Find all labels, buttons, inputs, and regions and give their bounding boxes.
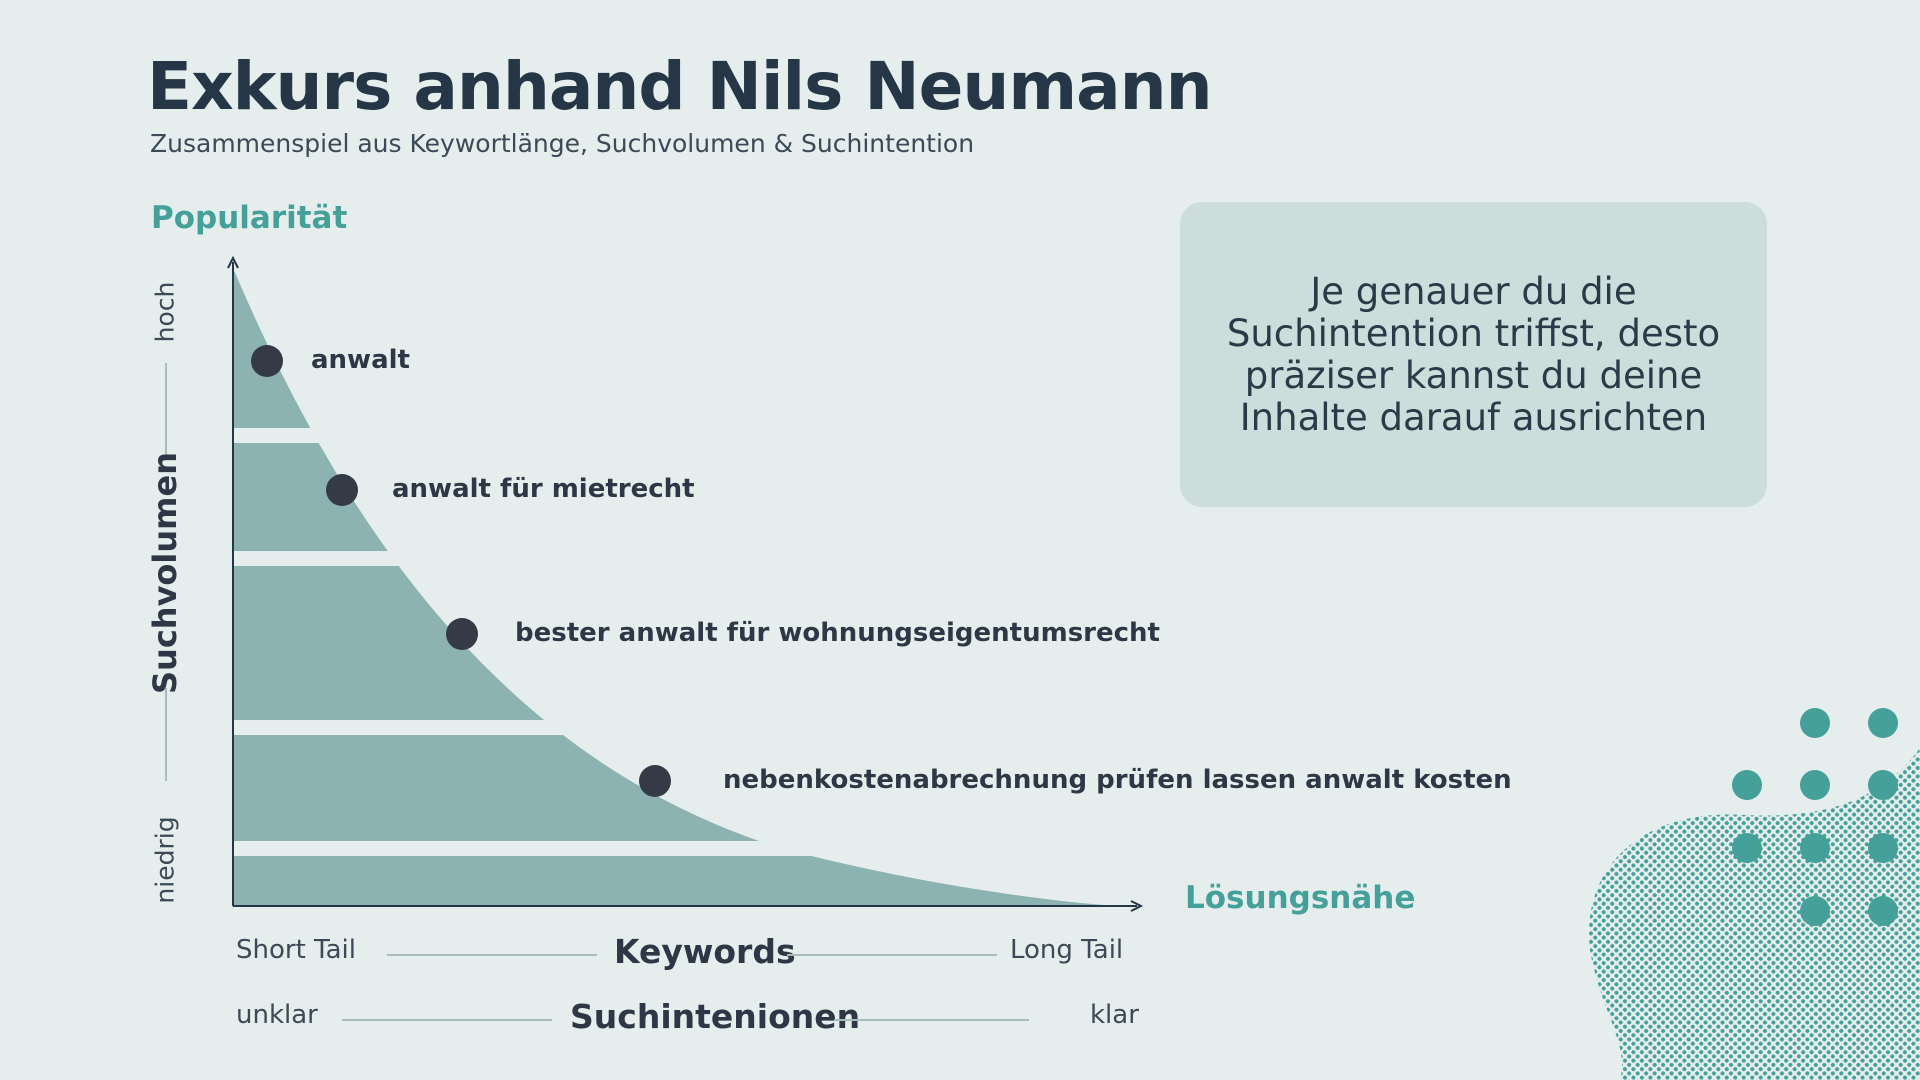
decorative-dot [1868,770,1898,800]
decorative-dot [1868,896,1898,926]
decorative-dot [1868,833,1898,863]
y-axis-divider-bottom [165,688,167,781]
keyword-label-2: anwalt für mietrecht [392,474,695,504]
intent-scale-center: Suchintenionen [570,997,861,1036]
decorative-dot [1732,833,1762,863]
keyword-label-3: bester anwalt für wohnungseigentumsrecht [515,618,1160,648]
y-axis-divider-top [165,363,167,456]
x-axis-title: Lösungsnähe [1185,880,1416,916]
intent-scale-left: unklar [236,1000,318,1030]
keywords-scale-left: Short Tail [236,935,356,965]
decorative-dot [1732,770,1762,800]
info-text: Je genauer du die Suchintention triffst,… [1226,269,1721,439]
decorative-dot [1800,708,1830,738]
decorative-dot [1800,896,1830,926]
keywords-scale: Short Tail Keywords Long Tail [232,932,1132,975]
keyword-label-1: anwalt [311,345,410,375]
keywords-scale-line-left [387,954,597,956]
intent-scale-right: klar [1090,1000,1139,1030]
keywords-scale-line-right [787,954,997,956]
keyword-point-3 [446,618,478,650]
keywords-scale-right: Long Tail [1010,935,1124,965]
keyword-point-2 [326,474,358,506]
decorative-dot [1800,770,1830,800]
intent-scale: unklar Suchintenionen klar [232,997,1152,1040]
intent-scale-line-left [342,1019,552,1021]
y-axis-arrow [227,255,239,269]
keyword-point-4 [639,765,671,797]
decorative-dot [1868,708,1898,738]
x-axis-arrow [1130,900,1144,912]
page-subtitle: Zusammenspiel aus Keywortlänge, Suchvolu… [150,129,975,158]
decorative-dot [1800,833,1830,863]
keyword-label-4: nebenkostenabrechnung prüfen lassen anwa… [723,765,1512,795]
page-title: Exkurs anhand Nils Neumann [147,48,1213,125]
y-axis-title: Popularität [151,200,348,236]
info-box: Je genauer du die Suchintention triffst,… [1180,202,1767,507]
keywords-scale-center: Keywords [614,932,796,971]
intent-scale-line-right [834,1019,1029,1021]
decorative-blob [1588,748,1920,1080]
keyword-point-1 [251,345,283,377]
